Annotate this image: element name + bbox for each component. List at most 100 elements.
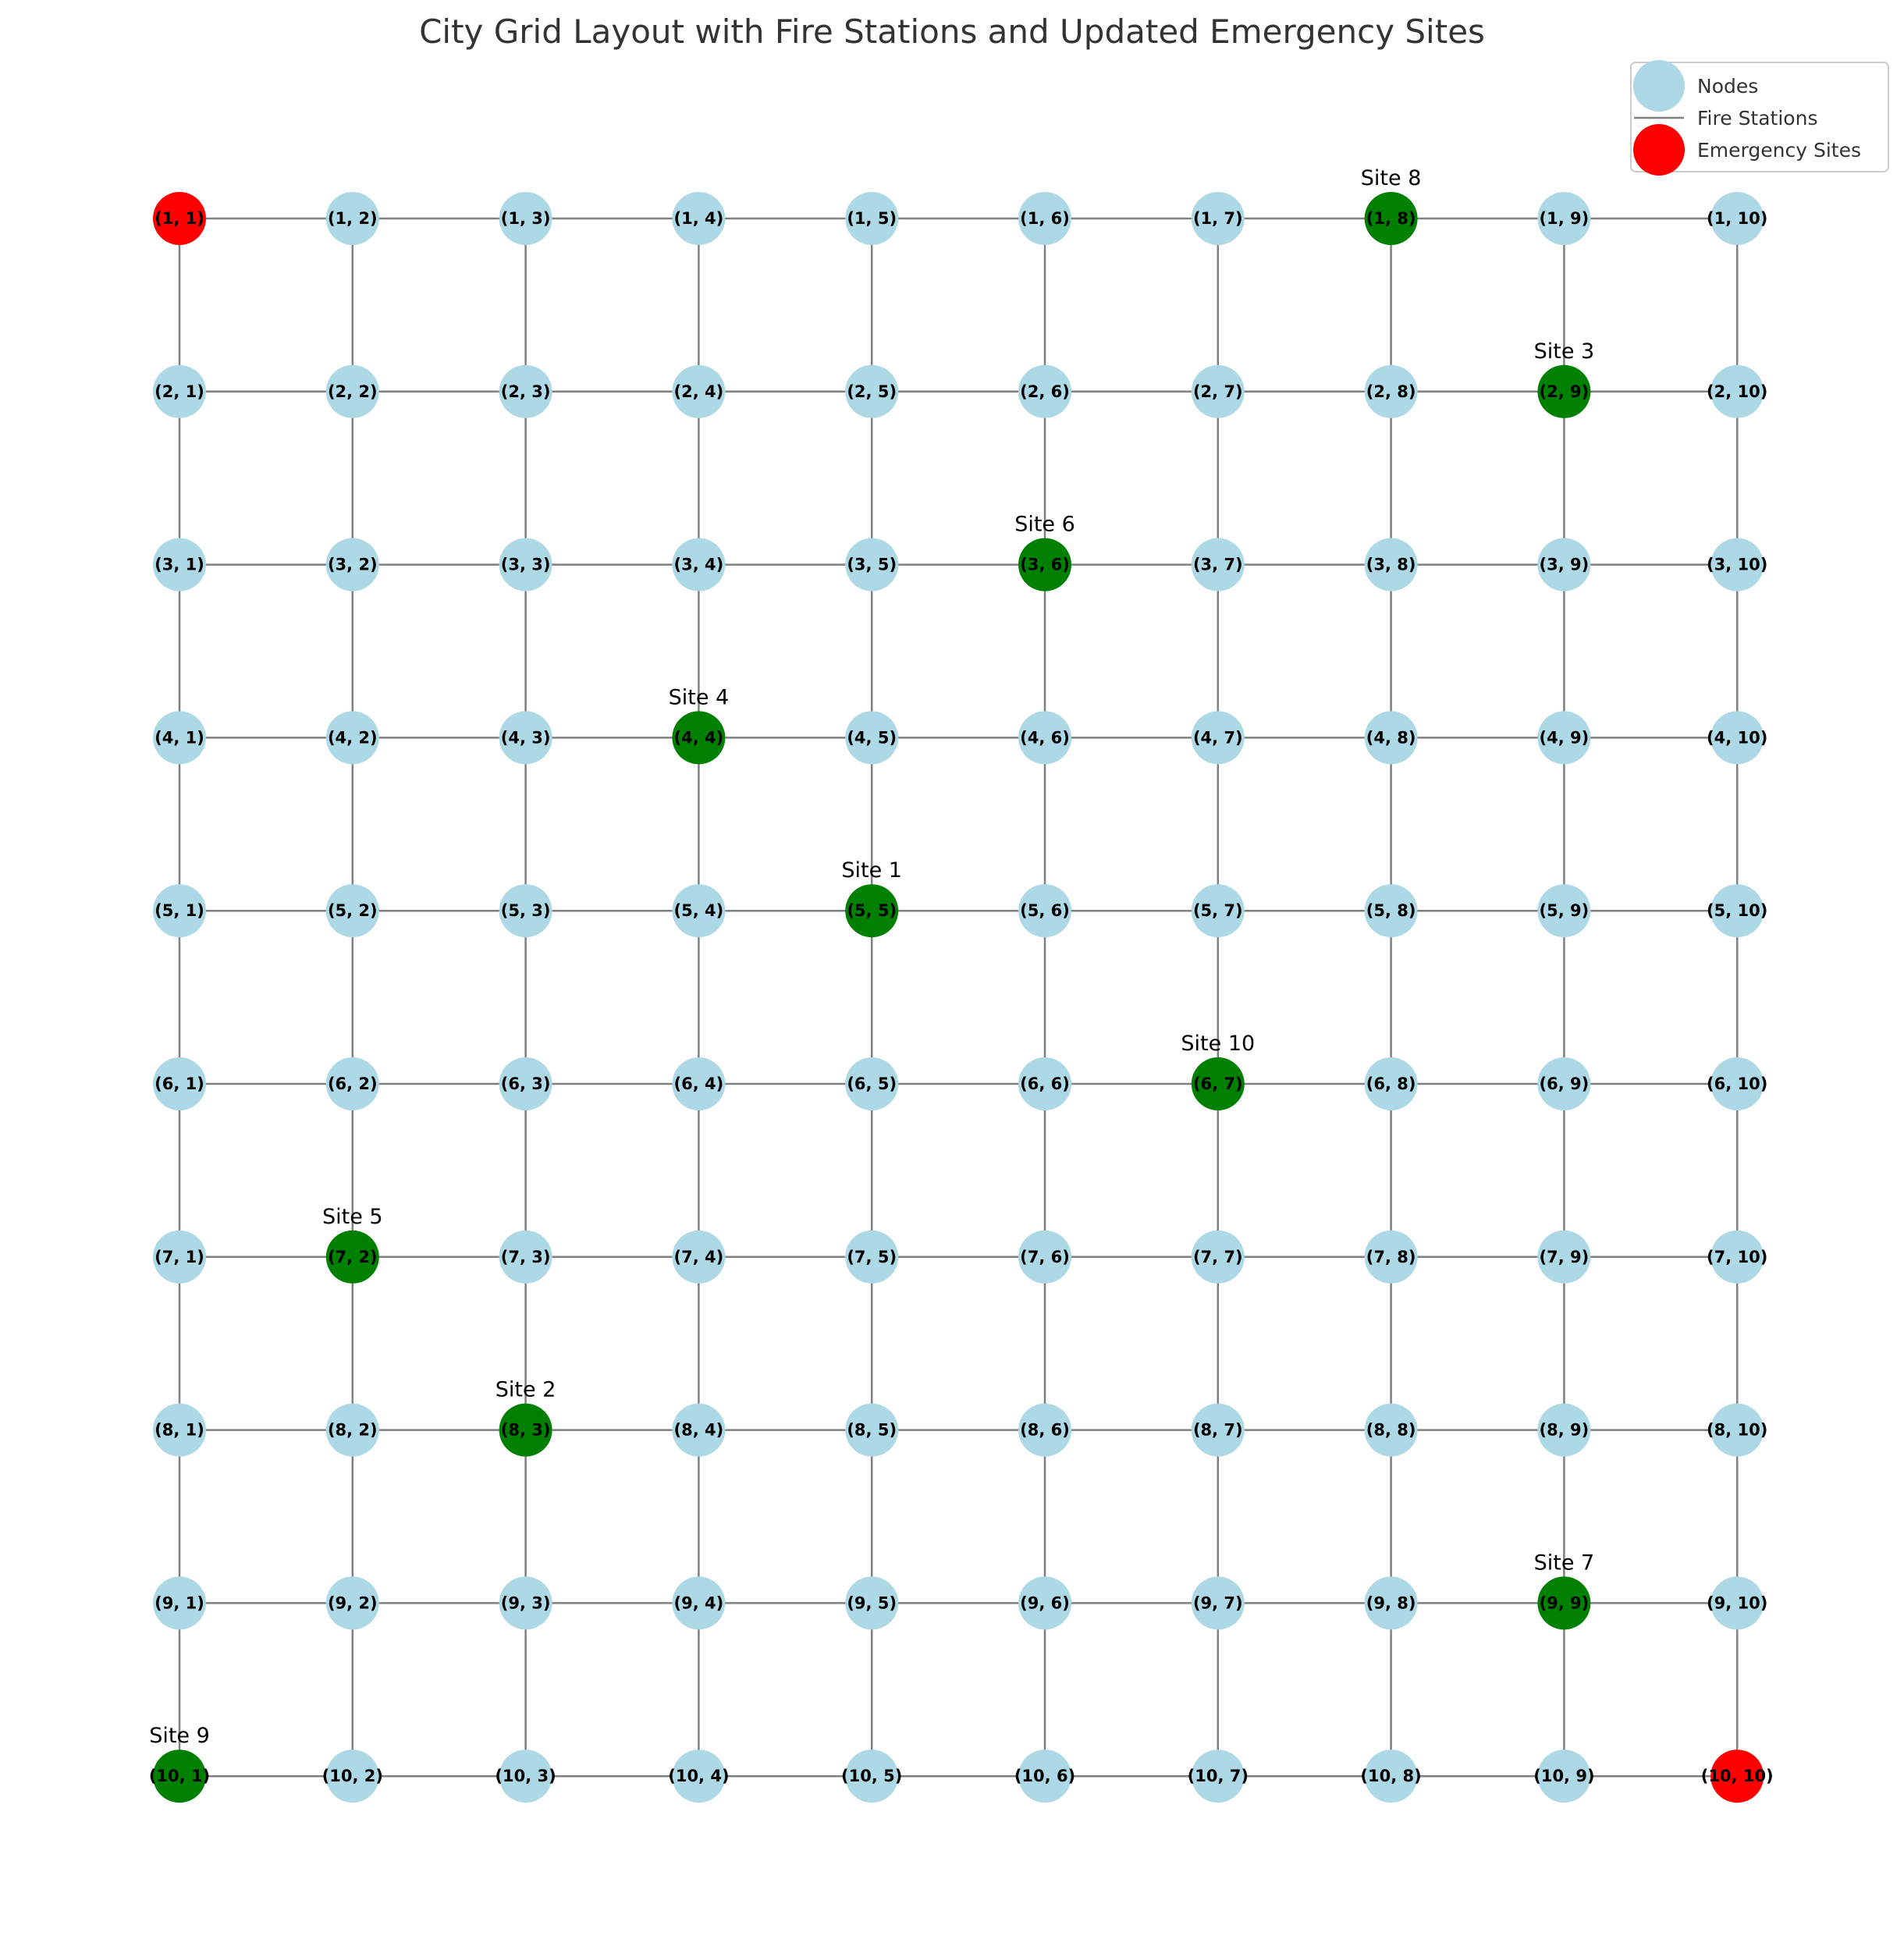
node-3-2 (325, 538, 379, 591)
grid-edges (178, 217, 1739, 1778)
node-6-7 (1191, 1057, 1245, 1110)
site-label-1: Site 1 (841, 858, 902, 883)
node-label-10-3: (10, 3) (495, 1767, 556, 1785)
node-6-8 (1364, 1057, 1418, 1110)
node-10-7 (1191, 1749, 1245, 1803)
node-label-8-8: (8, 8) (1366, 1421, 1416, 1440)
node-label-8-7: (8, 7) (1193, 1421, 1243, 1440)
node-7-7 (1191, 1230, 1245, 1284)
node-6-1 (153, 1057, 206, 1110)
node-7-5 (845, 1230, 899, 1284)
site-label-4: Site 4 (669, 685, 730, 709)
node-label-8-2: (8, 2) (328, 1421, 378, 1440)
node-label-2-8: (2, 8) (1366, 382, 1416, 401)
node-label-6-10: (6, 10) (1707, 1075, 1767, 1093)
node-label-10-8: (10, 8) (1360, 1767, 1421, 1785)
node-label-5-6: (5, 6) (1020, 901, 1070, 920)
node-label-9-9: (9, 9) (1540, 1593, 1590, 1612)
node-3-1 (153, 538, 206, 591)
node-label-7-9: (7, 9) (1540, 1248, 1590, 1266)
legend-emergency-sites-label: Emergency Sites (1697, 139, 1861, 162)
node-8-10 (1710, 1403, 1764, 1457)
node-label-10-4: (10, 4) (668, 1767, 729, 1785)
node-label-4-5: (4, 5) (847, 728, 897, 747)
node-3-7 (1191, 538, 1245, 591)
node-8-6 (1018, 1403, 1071, 1457)
node-4-3 (499, 711, 552, 765)
node-label-10-5: (10, 5) (841, 1767, 902, 1785)
node-10-6 (1018, 1749, 1071, 1803)
node-label-9-2: (9, 2) (328, 1593, 378, 1612)
node-5-10 (1710, 884, 1764, 938)
site-label-9: Site 9 (149, 1724, 210, 1748)
site-label-10: Site 10 (1181, 1032, 1255, 1056)
node-4-2 (325, 711, 379, 765)
node-2-2 (325, 364, 379, 418)
node-3-8 (1364, 538, 1418, 591)
node-label-8-6: (8, 6) (1020, 1421, 1070, 1440)
node-4-5 (845, 711, 899, 765)
node-label-3-1: (3, 1) (155, 556, 204, 574)
node-4-8 (1364, 711, 1418, 765)
node-label-2-7: (2, 7) (1193, 382, 1243, 401)
node-2-9 (1537, 364, 1591, 418)
node-label-9-6: (9, 6) (1020, 1593, 1070, 1612)
node-label-5-10: (5, 10) (1707, 901, 1767, 920)
node-10-5 (845, 1749, 899, 1803)
node-label-6-1: (6, 1) (155, 1075, 204, 1093)
node-label-4-7: (4, 7) (1193, 728, 1243, 747)
node-label-4-10: (4, 10) (1707, 728, 1767, 747)
node-5-4 (672, 884, 726, 938)
node-label-10-1: (10, 1) (149, 1767, 210, 1785)
node-label-7-4: (7, 4) (674, 1248, 724, 1266)
node-label-6-8: (6, 8) (1366, 1075, 1416, 1093)
node-6-4 (672, 1057, 726, 1110)
node-label-9-4: (9, 4) (674, 1593, 724, 1612)
node-10-9 (1537, 1749, 1591, 1803)
node-label-1-7: (1, 7) (1193, 209, 1243, 228)
node-7-2 (325, 1230, 379, 1284)
node-5-8 (1364, 884, 1418, 938)
node-label-6-9: (6, 9) (1540, 1075, 1590, 1093)
node-1-2 (325, 192, 379, 245)
node-9-4 (672, 1576, 726, 1630)
node-label-9-5: (9, 5) (847, 1593, 897, 1612)
node-label-1-2: (1, 2) (328, 209, 378, 228)
node-label-1-6: (1, 6) (1020, 209, 1070, 228)
node-label-10-10: (10, 10) (1701, 1767, 1774, 1785)
node-label-4-8: (4, 8) (1366, 728, 1416, 747)
node-6-10 (1710, 1057, 1764, 1110)
node-label-1-3: (1, 3) (501, 209, 551, 228)
node-label-6-7: (6, 7) (1193, 1075, 1243, 1093)
node-7-9 (1537, 1230, 1591, 1284)
node-5-3 (499, 884, 552, 938)
node-5-1 (153, 884, 206, 938)
node-1-5 (845, 192, 899, 245)
node-label-3-5: (3, 5) (847, 556, 897, 574)
node-1-6 (1018, 192, 1071, 245)
node-label-6-6: (6, 6) (1020, 1075, 1070, 1093)
node-9-5 (845, 1576, 899, 1630)
node-label-1-10: (1, 10) (1707, 209, 1767, 228)
node-3-3 (499, 538, 552, 591)
node-label-5-3: (5, 3) (501, 901, 551, 920)
node-label-4-1: (4, 1) (155, 728, 204, 747)
node-label-2-1: (2, 1) (155, 382, 204, 401)
node-label-4-6: (4, 6) (1020, 728, 1070, 747)
node-label-5-7: (5, 7) (1193, 901, 1243, 920)
node-2-7 (1191, 364, 1245, 418)
node-4-6 (1018, 711, 1071, 765)
node-label-3-7: (3, 7) (1193, 556, 1243, 574)
node-3-5 (845, 538, 899, 591)
node-label-2-10: (2, 10) (1707, 382, 1767, 401)
node-label-1-5: (1, 5) (847, 209, 897, 228)
node-8-4 (672, 1403, 726, 1457)
node-9-8 (1364, 1576, 1418, 1630)
node-label-5-1: (5, 1) (155, 901, 204, 920)
node-label-1-9: (1, 9) (1540, 209, 1590, 228)
node-5-9 (1537, 884, 1591, 938)
node-label-2-5: (2, 5) (847, 382, 897, 401)
legend-nodes-marker (1633, 60, 1685, 112)
site-label-8: Site 8 (1361, 166, 1422, 190)
